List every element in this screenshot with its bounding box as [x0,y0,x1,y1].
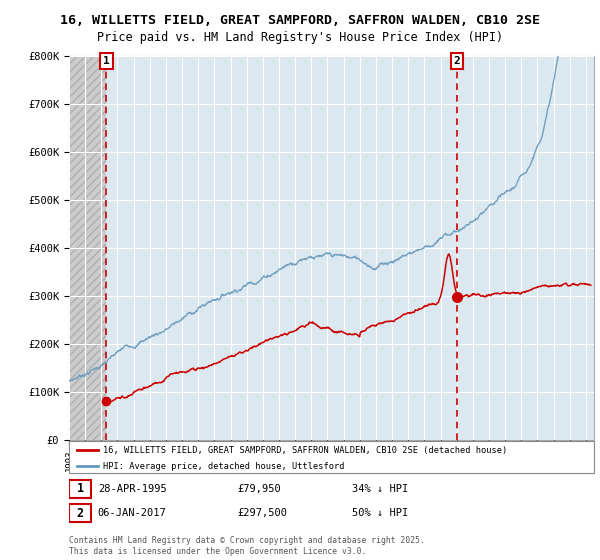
Text: £297,500: £297,500 [237,508,287,519]
Text: 1: 1 [103,56,110,66]
Text: HPI: Average price, detached house, Uttlesford: HPI: Average price, detached house, Uttl… [103,461,344,470]
Text: 16, WILLETTS FIELD, GREAT SAMPFORD, SAFFRON WALDEN, CB10 2SE (detached house): 16, WILLETTS FIELD, GREAT SAMPFORD, SAFF… [103,446,508,455]
FancyBboxPatch shape [69,504,91,522]
Text: Contains HM Land Registry data © Crown copyright and database right 2025.
This d: Contains HM Land Registry data © Crown c… [69,536,425,556]
Text: 2: 2 [76,507,83,520]
Text: 06-JAN-2017: 06-JAN-2017 [98,508,167,519]
Text: 2: 2 [454,56,460,66]
Text: 34% ↓ HPI: 34% ↓ HPI [353,484,409,493]
Text: 1: 1 [76,482,83,495]
Text: 16, WILLETTS FIELD, GREAT SAMPFORD, SAFFRON WALDEN, CB10 2SE: 16, WILLETTS FIELD, GREAT SAMPFORD, SAFF… [60,14,540,27]
Bar [69,56,106,440]
Text: £79,950: £79,950 [237,484,281,493]
FancyBboxPatch shape [69,441,594,473]
Text: Price paid vs. HM Land Registry's House Price Index (HPI): Price paid vs. HM Land Registry's House … [97,31,503,44]
Text: 50% ↓ HPI: 50% ↓ HPI [353,508,409,519]
FancyBboxPatch shape [69,479,91,498]
Text: 28-APR-1995: 28-APR-1995 [98,484,167,493]
